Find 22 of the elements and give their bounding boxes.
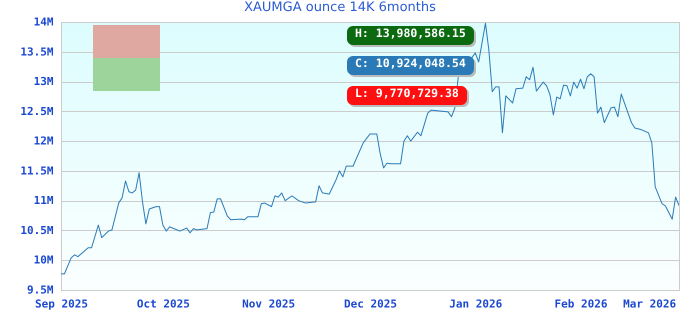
x-tick-label: Mar 2026 <box>623 298 676 310</box>
x-tick-label: Dec 2025 <box>344 298 397 310</box>
y-tick-label: 10M <box>34 254 54 267</box>
annotation: C: 10,924,048.54 <box>347 56 474 75</box>
y-tick-label: 13.5M <box>20 45 54 58</box>
y-tick-label: 12M <box>34 134 54 148</box>
y-tick-label: 10.5M <box>20 224 54 237</box>
y-tick-label: 11.5M <box>20 164 54 178</box>
x-tick-label: Nov 2025 <box>242 298 296 310</box>
annotation: L: 9,770,729.38 <box>347 86 467 105</box>
x-tick-label: Jan 2026 <box>449 298 503 310</box>
annotation: H: 13,980,586.15 <box>347 26 474 45</box>
y-tick-label: 11M <box>34 194 54 208</box>
y-tick-label: 12.5M <box>20 104 54 118</box>
y-tick-label: 9.5M <box>27 284 54 296</box>
line-series <box>61 22 679 274</box>
x-tick-label: Oct 2025 <box>136 298 190 310</box>
chart-title: XAUMGA ounce 14K 6months <box>244 0 436 15</box>
x-tick-label: Feb 2026 <box>554 298 608 310</box>
x-tick-label: Sep 2025 <box>35 298 88 310</box>
y-tick-label: 14M <box>34 16 54 28</box>
y-tick-label: 13M <box>34 75 54 88</box>
